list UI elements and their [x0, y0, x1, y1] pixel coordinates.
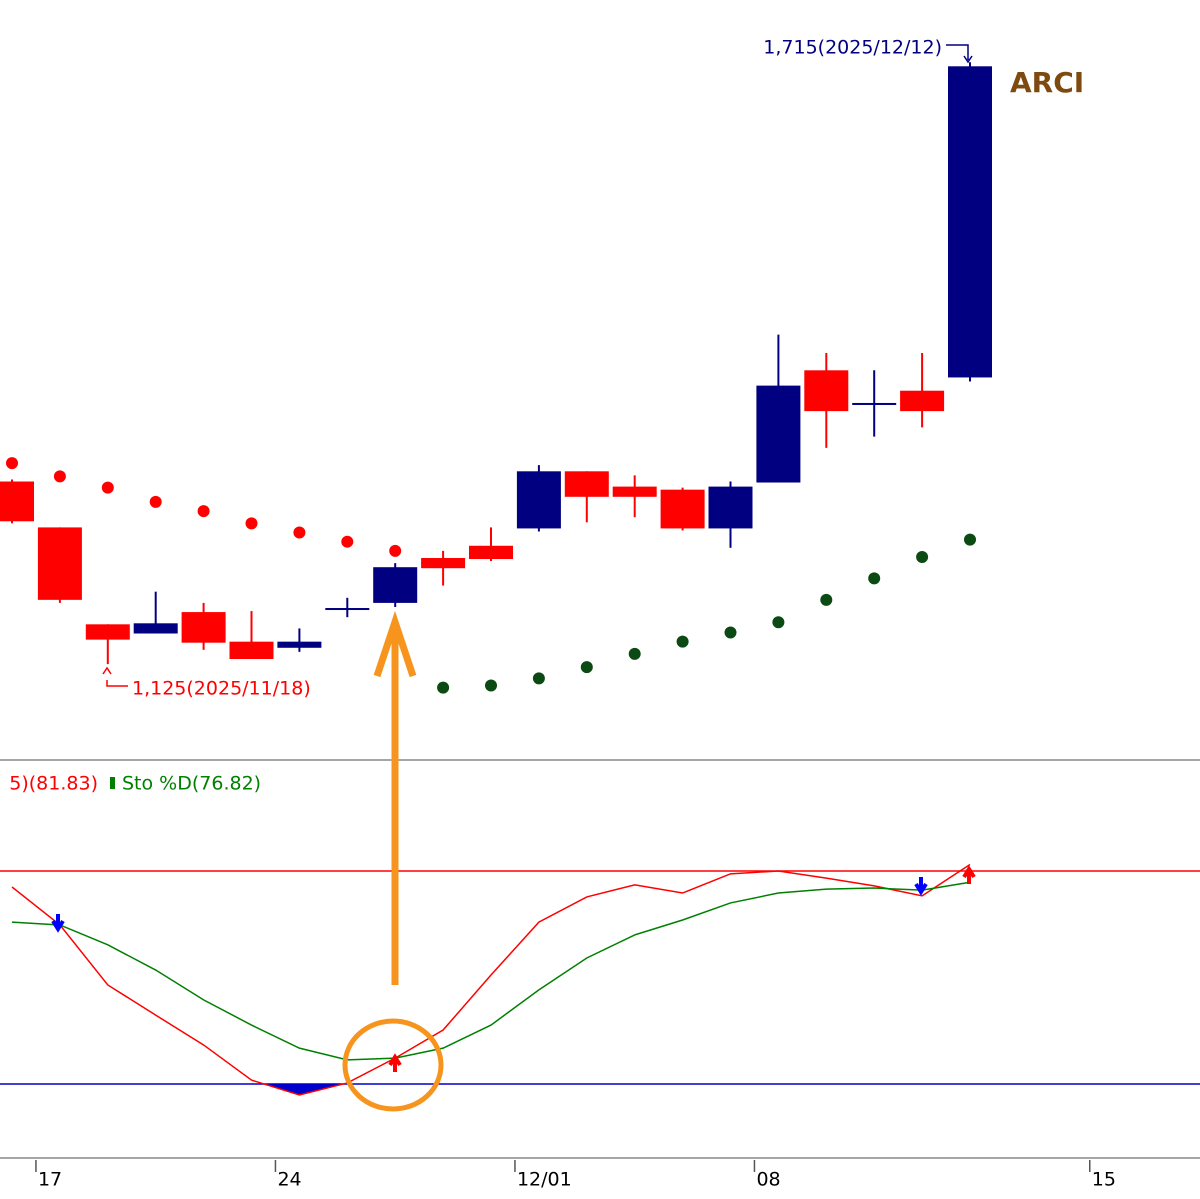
highlight-arrowhead	[373, 610, 417, 678]
sar-dot	[197, 505, 210, 518]
sar-dot	[628, 647, 641, 660]
sar-dot	[389, 544, 402, 557]
candle-body	[469, 545, 513, 560]
candle-body	[229, 641, 274, 660]
series-line	[11, 863, 971, 1096]
candle-body	[756, 385, 801, 483]
candle-body	[133, 623, 178, 634]
candle-body	[421, 558, 466, 569]
candle-body	[37, 527, 82, 600]
candle-body	[612, 486, 657, 497]
sar-dot	[916, 550, 929, 563]
x-tick-label: 12/01	[517, 1169, 572, 1191]
legend-k: 5)(81.83)	[9, 773, 98, 795]
sar-dot	[245, 517, 258, 530]
candle-body	[325, 608, 370, 611]
highlight-circle	[342, 1018, 444, 1112]
legend-d: Sto %D(76.82)	[122, 773, 261, 795]
sar-dot	[437, 681, 450, 694]
candle-body	[948, 66, 992, 378]
candle-body	[564, 471, 609, 497]
candle-body	[85, 624, 130, 640]
low-leader	[102, 666, 128, 687]
series-line	[11, 881, 971, 1061]
candle-body	[660, 489, 705, 529]
buy-signal	[962, 865, 976, 884]
sar-dot	[53, 470, 66, 483]
candle-body	[516, 471, 561, 529]
sar-dot	[772, 616, 785, 629]
sar-dot	[724, 626, 737, 639]
sar-dot	[6, 457, 18, 470]
sar-dot	[341, 535, 354, 548]
buy-signal	[388, 1053, 402, 1072]
sar-dot	[676, 635, 689, 648]
sar-dot	[820, 593, 833, 606]
candle-body	[804, 370, 849, 412]
sar-dot	[532, 672, 545, 685]
candle-body	[373, 567, 418, 603]
candle-body	[0, 481, 34, 522]
high-annotation: 1,715(2025/12/12)	[763, 37, 942, 59]
plot: 17 24 12/01 08 15	[0, 62, 1200, 1191]
candle-body	[277, 641, 322, 648]
sar-dot	[580, 661, 593, 674]
oversold-fill	[12, 1084, 970, 1096]
sar-dot	[868, 572, 881, 585]
candle-body	[852, 402, 897, 405]
sell-signal	[914, 877, 928, 896]
sar-dot	[293, 526, 306, 539]
low-annotation: 1,125(2025/11/18)	[132, 678, 311, 700]
sar-dot	[964, 533, 976, 546]
candle-body	[181, 612, 226, 643]
candle-body	[708, 486, 753, 529]
sar-dot	[101, 481, 114, 494]
x-tick-label: 17	[38, 1169, 62, 1191]
x-tick-label: 08	[756, 1169, 780, 1191]
x-tick-label: 24	[277, 1169, 301, 1191]
ticker-title: ARCI	[1010, 66, 1084, 99]
candle-body	[900, 390, 945, 412]
sell-signal	[51, 914, 65, 933]
sar-dot	[149, 495, 162, 508]
legend-d-swatch	[110, 777, 115, 789]
sar-dot	[485, 679, 497, 692]
high-leader	[946, 44, 973, 64]
x-tick-label: 15	[1092, 1169, 1116, 1191]
